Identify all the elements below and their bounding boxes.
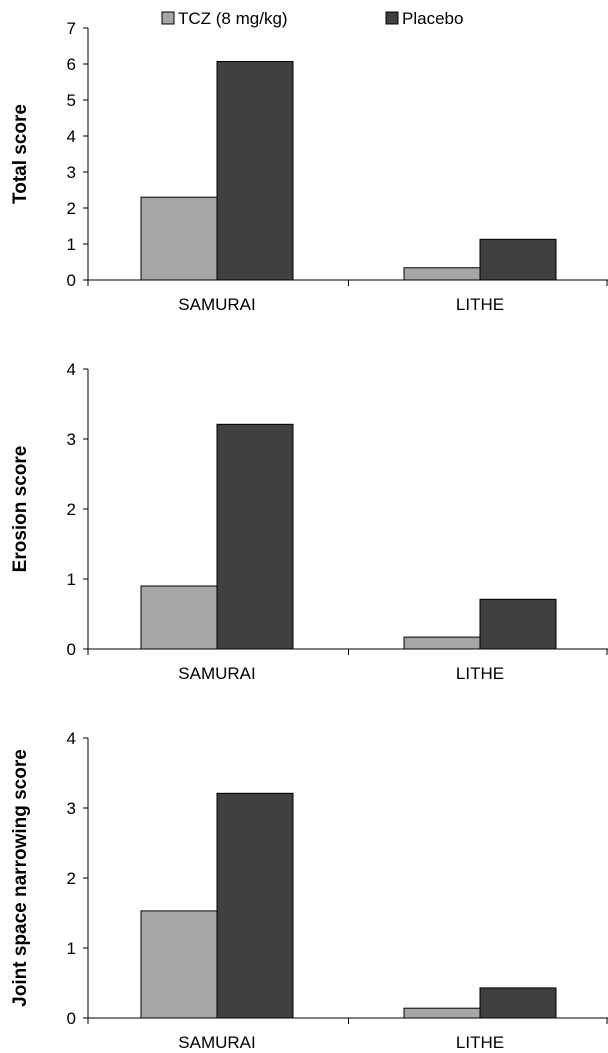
legend-label-placebo: Placebo xyxy=(402,9,463,28)
chart-panel-erosion-score: 0 1 2 3 4 SAMURAI LITHE Erosion score xyxy=(10,360,608,683)
y-tick-label: 1 xyxy=(67,939,76,958)
y-tick-label: 1 xyxy=(67,235,76,254)
bar-placebo-samurai xyxy=(216,792,294,1019)
bar-tcz-8-mg-kg-lithe xyxy=(403,1007,481,1019)
x-category-label: SAMURAI xyxy=(178,664,255,683)
legend-label-tcz: TCZ (8 mg/kg) xyxy=(178,9,288,28)
y-tick-label: 0 xyxy=(67,640,76,659)
y-tick-label: 2 xyxy=(67,869,76,888)
y-tick-label: 0 xyxy=(67,1009,76,1028)
y-tick-label: 3 xyxy=(67,430,76,449)
y-tick-label: 7 xyxy=(67,19,76,38)
bar-placebo-lithe xyxy=(479,238,557,281)
bar-tcz-8-mg-kg-samurai xyxy=(140,910,218,1019)
legend-swatch-tcz xyxy=(161,11,175,25)
bar-tcz-8-mg-kg-samurai xyxy=(140,196,218,281)
y-tick-label: 1 xyxy=(67,570,76,589)
y-tick-label: 0 xyxy=(67,271,76,290)
y-tick-label: 3 xyxy=(67,163,76,182)
x-category-label: LITHE xyxy=(456,295,504,314)
y-axis-title: Total score xyxy=(10,104,31,204)
bar-placebo-samurai xyxy=(216,60,294,281)
y-tick-label: 4 xyxy=(67,127,76,146)
y-axis-title: Joint space narrowing score xyxy=(10,749,31,1007)
bar-tcz-8-mg-kg-lithe xyxy=(403,636,481,650)
x-category-label: SAMURAI xyxy=(178,295,255,314)
bar-placebo-lithe xyxy=(479,987,557,1019)
legend: TCZ (8 mg/kg) Placebo xyxy=(161,9,463,28)
y-tick-label: 2 xyxy=(67,199,76,218)
chart-panel-joint-space-narrowing-score: 0 1 2 3 4 SAMURAI LITHE Joint space narrowing s… xyxy=(10,729,608,1052)
x-category-label: LITHE xyxy=(456,1033,504,1052)
chart-panel-total-score: 0 1 2 3 4 5 6 7 SAMURAI LITHE Total score xyxy=(10,19,608,314)
y-axis-title: Erosion score xyxy=(10,446,31,573)
x-category-label: LITHE xyxy=(456,664,504,683)
y-tick-label: 4 xyxy=(67,729,76,748)
x-category-label: SAMURAI xyxy=(178,1033,255,1052)
bar-placebo-lithe xyxy=(479,598,557,650)
y-tick-label: 4 xyxy=(67,360,76,379)
y-tick-label: 6 xyxy=(67,55,76,74)
y-tick-label: 5 xyxy=(67,91,76,110)
y-tick-label: 2 xyxy=(67,500,76,519)
bar-placebo-samurai xyxy=(216,423,294,650)
bar-tcz-8-mg-kg-lithe xyxy=(403,267,481,281)
bar-tcz-8-mg-kg-samurai xyxy=(140,585,218,650)
y-tick-label: 3 xyxy=(67,799,76,818)
legend-swatch-placebo xyxy=(385,11,399,25)
